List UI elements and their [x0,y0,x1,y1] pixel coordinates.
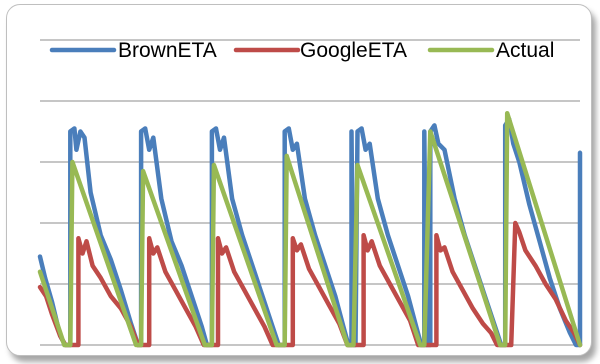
legend-label-browneta: BrownETA [118,39,217,62]
series-lines [37,110,583,348]
legend: BrownETA GoogleETA Actual [49,39,554,62]
series-line-actual [37,110,583,348]
gridlines [40,39,580,346]
chart-frame [6,4,592,356]
legend-label-googleeta: GoogleETA [300,39,407,62]
series-line-googleeta [37,220,583,348]
legend-label-actual: Actual [496,39,554,62]
